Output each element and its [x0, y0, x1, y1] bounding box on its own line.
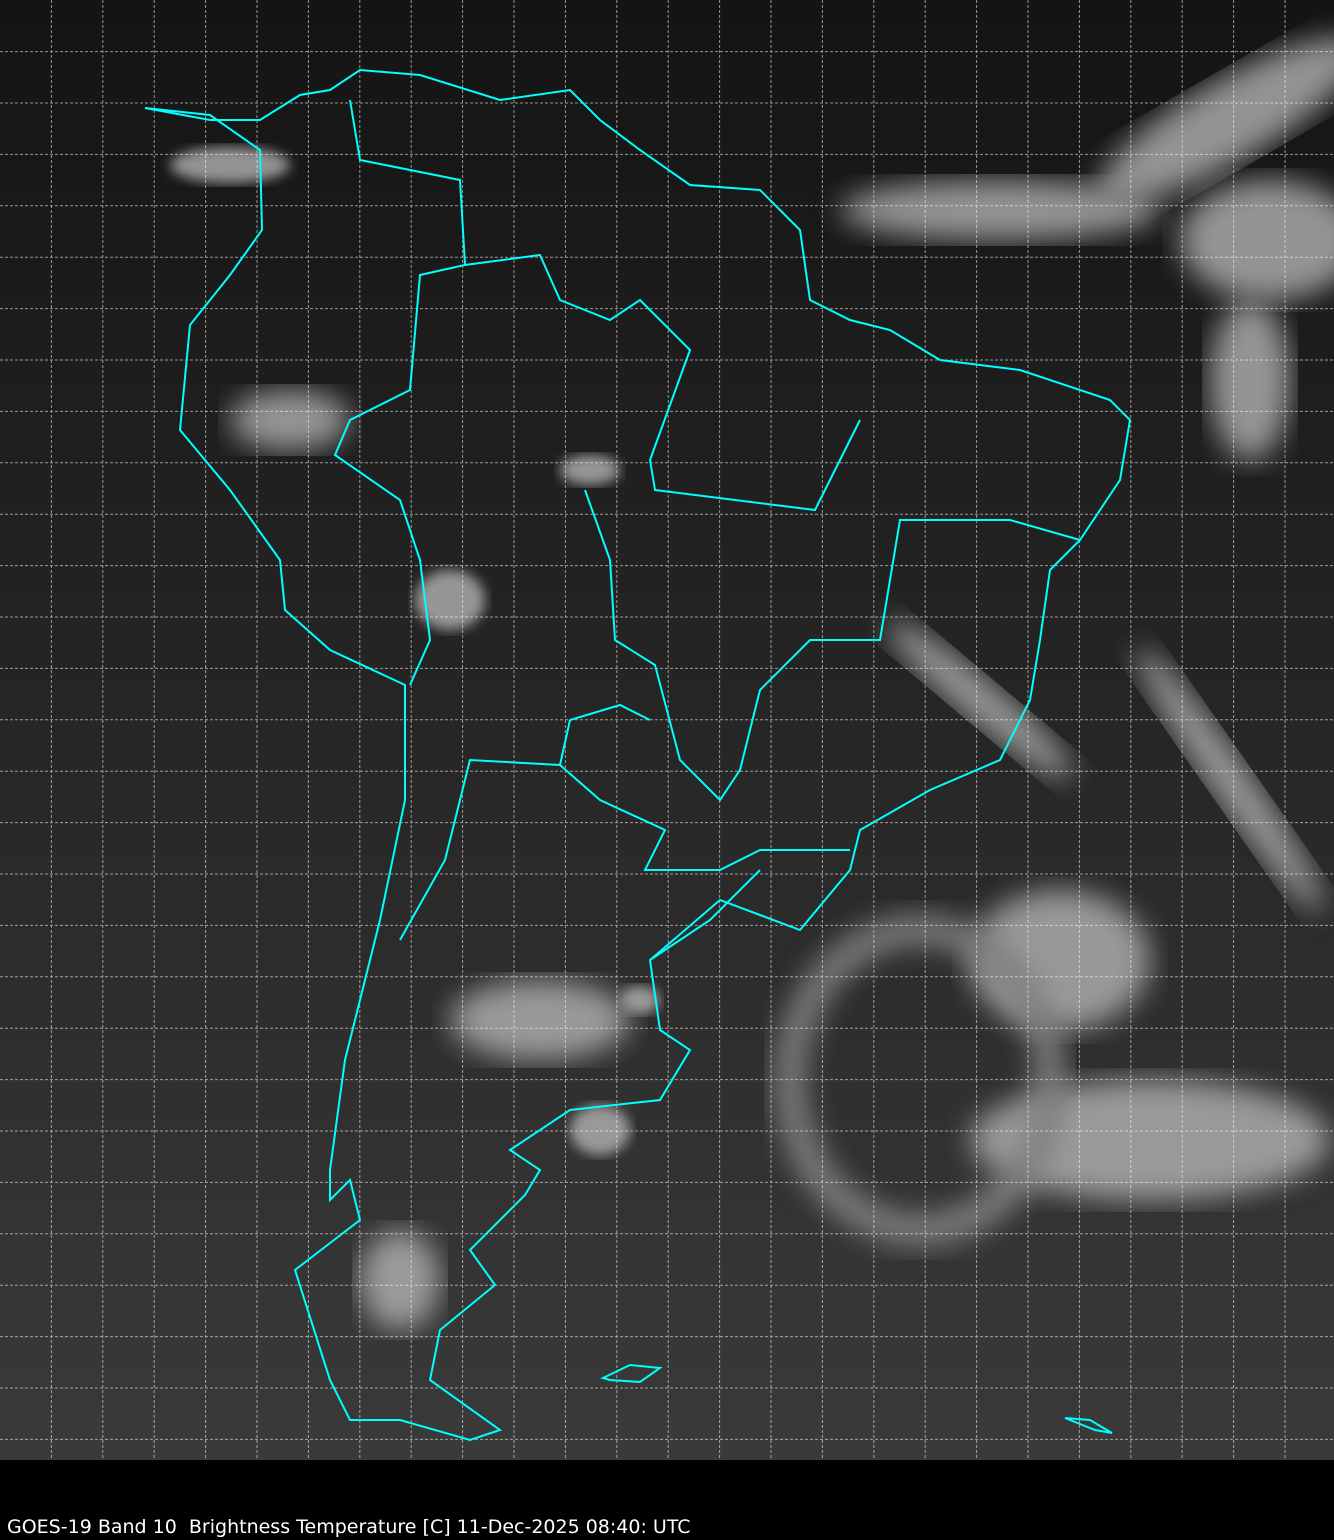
image-caption: GOES-19 Band 10 Brightness Temperature […: [7, 1516, 691, 1538]
falkland-islands: [600, 1363, 663, 1384]
south-georgia: [1064, 1417, 1113, 1434]
internal-borders: [333, 99, 1081, 961]
cloud-field: [170, 37, 1334, 1330]
country-boundaries: [144, 68, 1132, 1442]
image-background: [0, 0, 1334, 1460]
satellite-map: [0, 0, 1334, 1460]
south-america-coastline: [144, 68, 1132, 1442]
lat-lon-gridlines: [0, 0, 1334, 1460]
